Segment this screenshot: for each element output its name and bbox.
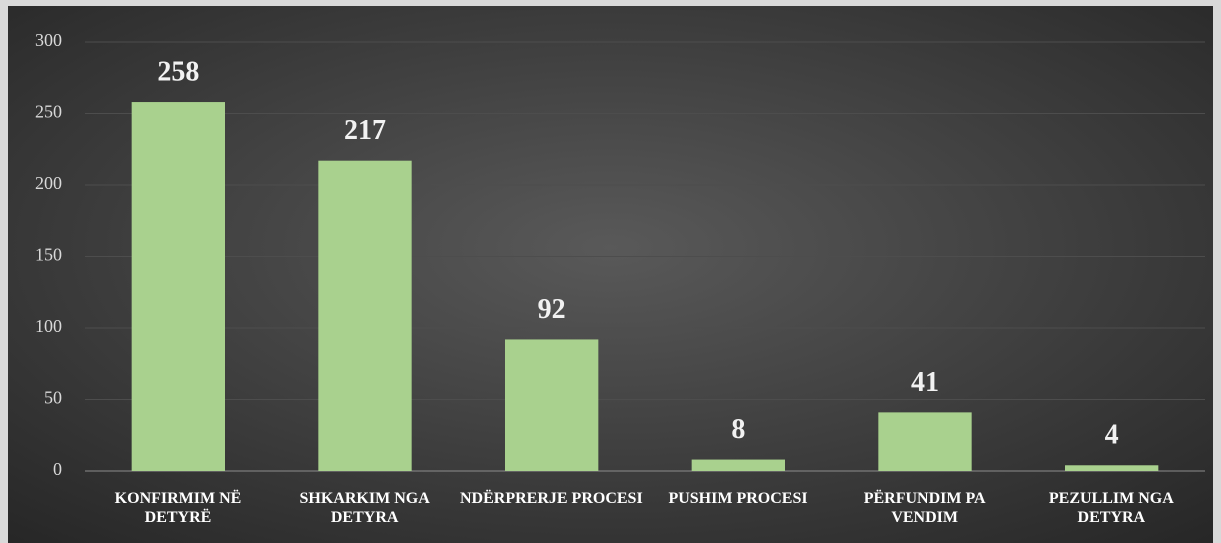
y-tick-label: 100 bbox=[35, 316, 62, 336]
bar bbox=[691, 459, 785, 471]
x-tick-label: PËRFUNDIM PA VENDIM bbox=[863, 490, 986, 526]
bar bbox=[318, 160, 412, 471]
x-tick-label: KONFIRMIM NË DETYRË bbox=[114, 490, 242, 526]
y-tick-label: 150 bbox=[35, 245, 62, 265]
x-tick-label: PUSHIM PROCESI bbox=[668, 490, 808, 507]
bar bbox=[878, 412, 972, 471]
bar bbox=[1065, 465, 1159, 471]
data-label: 41 bbox=[911, 367, 939, 398]
data-label: 217 bbox=[344, 115, 386, 146]
y-tick-label: 50 bbox=[44, 388, 62, 408]
data-label: 92 bbox=[538, 294, 566, 325]
x-tick-label: SHKARKIM NGA DETYRA bbox=[299, 490, 430, 526]
x-tick-label: NDËRPRERJE PROCESI bbox=[459, 490, 643, 507]
x-tick-label: PEZULLIM NGA DETYRA bbox=[1048, 490, 1174, 526]
y-tick-label: 200 bbox=[35, 173, 62, 193]
data-label: 4 bbox=[1105, 420, 1119, 451]
y-tick-label: 0 bbox=[53, 459, 62, 479]
bar bbox=[131, 102, 225, 471]
bar bbox=[505, 339, 599, 471]
data-label: 258 bbox=[157, 56, 199, 87]
y-tick-label: 300 bbox=[35, 30, 62, 50]
y-tick-label: 250 bbox=[35, 102, 62, 122]
data-label: 8 bbox=[731, 414, 745, 445]
